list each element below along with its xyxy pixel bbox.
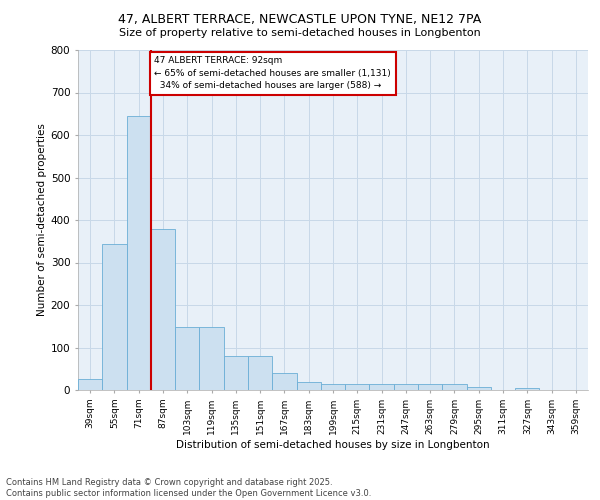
Bar (418, 384, 442, 390)
Text: Size of property relative to semi-detached houses in Longbenton: Size of property relative to semi-detach… (119, 28, 481, 38)
X-axis label: Distribution of semi-detached houses by size in Longbenton: Distribution of semi-detached houses by … (176, 440, 490, 450)
Bar (370, 384, 394, 390)
Text: 47 ALBERT TERRACE: 92sqm
← 65% of semi-detached houses are smaller (1,131)
  34%: 47 ALBERT TERRACE: 92sqm ← 65% of semi-d… (155, 56, 391, 90)
Bar (175, 327, 199, 390)
Bar (345, 384, 370, 390)
Bar (102, 244, 127, 390)
Bar (151, 230, 175, 390)
Bar (296, 382, 321, 390)
Text: Contains HM Land Registry data © Crown copyright and database right 2025.
Contai: Contains HM Land Registry data © Crown c… (6, 478, 371, 498)
Bar (515, 388, 539, 390)
Bar (321, 384, 345, 390)
Bar (248, 356, 272, 390)
Bar (442, 384, 467, 390)
Text: 47, ALBERT TERRACE, NEWCASTLE UPON TYNE, NE12 7PA: 47, ALBERT TERRACE, NEWCASTLE UPON TYNE,… (118, 12, 482, 26)
Bar (224, 356, 248, 390)
Bar (199, 327, 224, 390)
Bar (78, 378, 102, 390)
Bar (394, 384, 418, 390)
Bar (272, 373, 296, 390)
Bar (127, 116, 151, 390)
Y-axis label: Number of semi-detached properties: Number of semi-detached properties (37, 124, 47, 316)
Bar (467, 387, 491, 390)
